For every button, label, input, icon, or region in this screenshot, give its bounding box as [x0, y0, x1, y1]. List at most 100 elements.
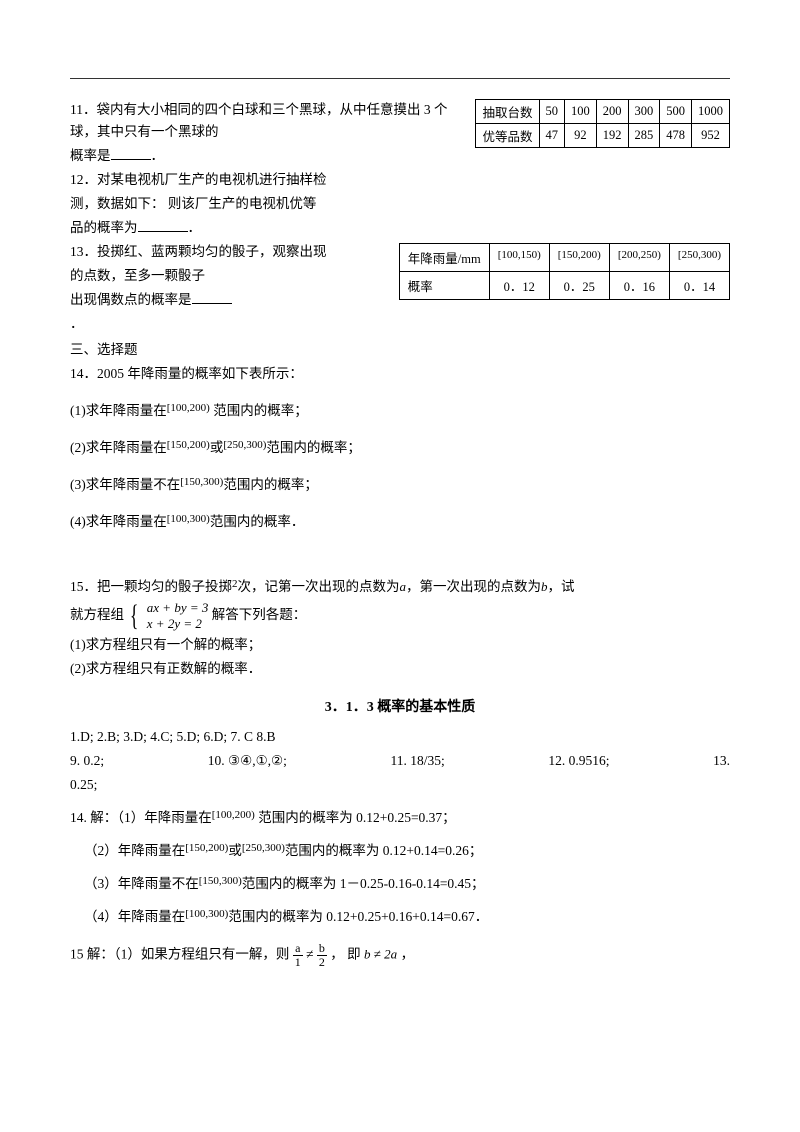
q14-p2: (2)求年降雨量在[150,200)或[250,300)范围内的概率； [70, 434, 730, 459]
tv-row2-label: 优等品数 [476, 124, 539, 148]
interval: [150,200) [167, 439, 210, 451]
ans-mc: 1.D; 2.B; 3.D; 4.C; 5.D; 6.D; 7. C 8.B [70, 726, 730, 748]
interval: [100,150) [498, 249, 541, 261]
tv-cell: 100 [565, 100, 597, 124]
q12-text-d: ． [188, 220, 202, 235]
q15-l1b: 次，记第一次出现的点数为 [238, 579, 400, 594]
sol14-p2m: 或 [228, 843, 242, 858]
tv-cell: 285 [628, 124, 660, 148]
q13-line4: ． [70, 313, 730, 335]
q11-line2: 概率是． [70, 145, 730, 167]
sol15-c: ， [401, 947, 415, 962]
top-rule [70, 78, 730, 79]
q14-p2m: 或 [210, 440, 224, 455]
tv-cell: 47 [539, 124, 565, 148]
q14-p1b: 范围内的概率； [210, 403, 308, 418]
sol14-p2: （2）年降雨量在[150,200)或[250,300)范围内的概率为 0.12+… [70, 837, 730, 862]
rain-cell: [150,200) [549, 244, 609, 272]
q15-line1: 15．把一颗均匀的骰子投掷2次，记第一次出现的点数为a，第一次出现的点数为b，试 [70, 573, 730, 598]
q15-l1c: ，第一次出现的点数为 [406, 579, 541, 594]
table-row: 抽取台数 50 100 200 300 500 1000 [476, 100, 730, 124]
tv-table: 抽取台数 50 100 200 300 500 1000 优等品数 47 92 … [475, 99, 730, 148]
interval: [250,300) [678, 249, 721, 261]
tv-cell: 478 [660, 124, 692, 148]
q15-l1d: ，试 [548, 579, 575, 594]
tv-cell: 300 [628, 100, 660, 124]
rain-table-block: 年降雨量/mm [100,150) [150,200) [200,250) [2… [399, 243, 730, 300]
tv-table-block: 抽取台数 50 100 200 300 500 1000 优等品数 47 92 … [475, 99, 730, 148]
q14-p4a: (4)求年降雨量在 [70, 514, 167, 529]
interval: [200,250) [618, 249, 661, 261]
interval: [150,200) [558, 249, 601, 261]
ans13-pre: 13. [713, 750, 730, 772]
ans10: 10. ③④,①,②; [208, 750, 287, 772]
sol14-t3: 范围内的概率为 1－0.25-0.16-0.14=0.45； [242, 876, 485, 891]
q15-l1a: 15．把一颗均匀的骰子投掷 [70, 579, 232, 594]
sol14-head: 14. 解：（1）年降雨量在 [70, 810, 212, 825]
sol14-p4: （4）年降雨量在[100,300)范围内的概率为 0.12+0.25+0.16+… [70, 903, 730, 928]
rain-cell: [200,250) [609, 244, 669, 272]
q14-head: 14．2005 年降雨量的概率如下表所示： [70, 363, 730, 385]
rain-cell: 0．14 [669, 272, 729, 300]
q15-l2b: 解答下列各题： [212, 607, 307, 622]
q15-p1: (1)求方程组只有一个解的概率； [70, 634, 730, 656]
q14-p2a: (2)求年降雨量在 [70, 440, 167, 455]
sol15-line: 15 解：（1）如果方程组只有一解，则 a 1 ≠ b 2 ， 即 b ≠ 2a… [70, 942, 730, 969]
interval: [100,300) [185, 908, 228, 920]
interval: [250,300) [223, 439, 266, 451]
interval: [150,200) [185, 842, 228, 854]
rain-table: 年降雨量/mm [100,150) [150,200) [200,250) [2… [399, 243, 730, 300]
table-row: 年降雨量/mm [100,150) [150,200) [200,250) [2… [399, 244, 729, 272]
rain-cell: 0．16 [609, 272, 669, 300]
answers-block: 1.D; 2.B; 3.D; 4.C; 5.D; 6.D; 7. C 8.B 9… [70, 726, 730, 969]
frac-num: a [293, 942, 303, 956]
q14-p2b: 范围内的概率； [266, 440, 361, 455]
rain-cell: 0．12 [489, 272, 549, 300]
interval: [100,300) [167, 513, 210, 525]
rain-r1c0: 年降雨量/mm [399, 244, 489, 272]
sol14-p2a: （2）年降雨量在 [84, 843, 185, 858]
fraction-b-2: b 2 [317, 942, 327, 969]
q15-line2: 就方程组 { ax + by = 3 x + 2y = 2 解答下列各题： [70, 600, 730, 632]
interval: [150,300) [180, 476, 223, 488]
q14-p4b: 范围内的概率． [210, 514, 305, 529]
page: 抽取台数 50 100 200 300 500 1000 优等品数 47 92 … [0, 0, 800, 1132]
ans12: 12. 0.9516; [548, 750, 609, 772]
tv-cell: 952 [692, 124, 730, 148]
sol15-a: 15 解：（1）如果方程组只有一解，则 [70, 947, 289, 962]
ans13: 0.25; [70, 774, 730, 796]
blank-field[interactable] [192, 289, 232, 304]
interval: [100,200) [167, 402, 210, 414]
sol14-p1: 14. 解：（1）年降雨量在[100,200) 范围内的概率为 0.12+0.2… [70, 804, 730, 829]
q12-line2: 测，数据如下： 则该厂生产的电视机优等 [70, 193, 730, 215]
tv-cell: 1000 [692, 100, 730, 124]
table-row: 优等品数 47 92 192 285 478 952 [476, 124, 730, 148]
frac-den: 2 [317, 956, 327, 969]
frac-num: b [317, 942, 327, 956]
q14-p1a: (1)求年降雨量在 [70, 403, 167, 418]
blank-field[interactable] [138, 217, 188, 232]
ans9: 9. 0.2; [70, 750, 104, 772]
q14-p3: (3)求年降雨量不在[150,300)范围内的概率； [70, 471, 730, 496]
sol15-cond: b ≠ 2a [364, 947, 397, 962]
sol14-p4a: （4）年降雨量在 [84, 909, 185, 924]
tv-cell: 192 [596, 124, 628, 148]
frac-den: 1 [293, 956, 303, 969]
q15-p2: (2)求方程组只有正数解的概率． [70, 658, 730, 680]
q12-line3: 品的概率为． [70, 217, 730, 239]
table-row: 概率 0．12 0．25 0．16 0．14 [399, 272, 729, 300]
fraction-a-1: a 1 [293, 942, 303, 969]
rain-cell: [100,150) [489, 244, 549, 272]
interval: [100,200) [212, 809, 255, 821]
rain-r2c0: 概率 [399, 272, 489, 300]
q14-p4: (4)求年降雨量在[100,300)范围内的概率． [70, 508, 730, 533]
tv-cell: 92 [565, 124, 597, 148]
q14-p3a: (3)求年降雨量不在 [70, 477, 180, 492]
q11-text-c: ． [151, 148, 165, 163]
neq-icon: ≠ [306, 947, 313, 962]
ans11: 11. 18/35; [391, 750, 445, 772]
tv-cell: 50 [539, 100, 565, 124]
blank-field[interactable] [111, 145, 151, 160]
q12-line1: 12．对某电视机厂生产的电视机进行抽样检 [70, 169, 730, 191]
eq1: ax + by = 3 [147, 600, 209, 615]
